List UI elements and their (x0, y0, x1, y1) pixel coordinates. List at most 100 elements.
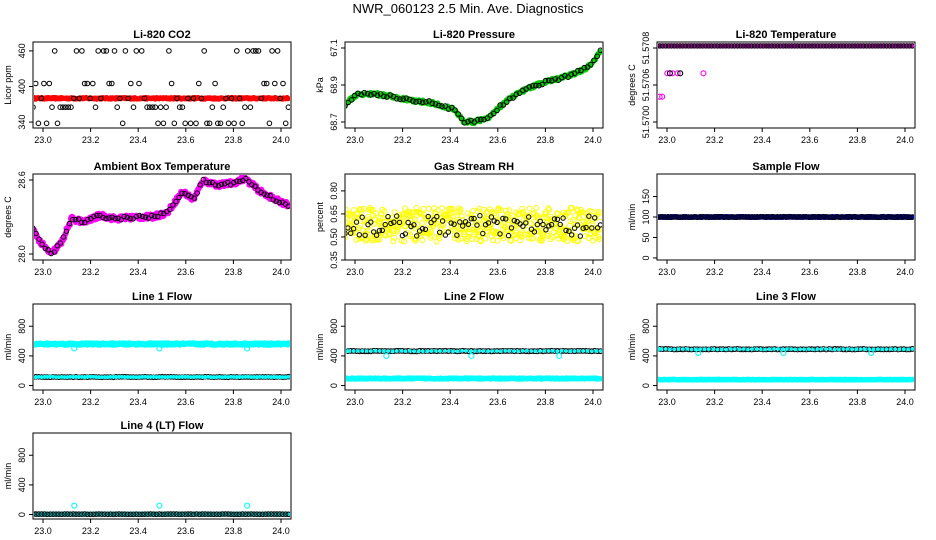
data-point (769, 213, 775, 220)
data-point (250, 48, 256, 54)
data-point (548, 222, 555, 228)
data-point (144, 104, 150, 110)
data-point (34, 511, 36, 517)
points (658, 213, 914, 221)
chart-title: Li-820 CO2 (133, 29, 190, 41)
y-tick-label: 100 (641, 209, 651, 224)
data-point (196, 511, 203, 518)
data-point (121, 213, 127, 220)
data-point (698, 347, 703, 351)
data-point (357, 222, 364, 229)
data-point (242, 511, 249, 518)
data-point (817, 43, 824, 49)
data-point (216, 511, 223, 518)
data-point (849, 214, 856, 220)
data-point (751, 43, 758, 49)
data-point (356, 232, 362, 238)
data-point (737, 347, 742, 352)
series-samples (658, 213, 914, 221)
y-axis-label: percent (315, 201, 325, 232)
data-point (282, 511, 289, 518)
data-point (554, 216, 561, 223)
data-point (884, 347, 889, 352)
data-point (212, 182, 219, 188)
data-point (505, 232, 512, 239)
data-point (407, 209, 414, 216)
data-point (285, 96, 290, 102)
data-point (445, 106, 452, 112)
data-point (895, 214, 901, 220)
data-point (139, 511, 145, 518)
data-point (239, 511, 246, 517)
data-point (731, 43, 738, 49)
data-point (414, 221, 421, 228)
data-point (806, 43, 812, 49)
y-tick-label: 0 (17, 512, 27, 517)
data-point (79, 511, 85, 518)
data-point (276, 199, 282, 206)
data-point (133, 213, 140, 220)
data-point (728, 214, 735, 220)
data-point (540, 221, 546, 228)
data-point (910, 347, 914, 351)
data-point (835, 214, 841, 220)
data-point (402, 223, 409, 230)
data-point (516, 349, 521, 354)
data-point (64, 511, 71, 517)
points (34, 340, 290, 381)
data-point (253, 48, 259, 54)
data-point (35, 120, 42, 127)
data-point (794, 43, 801, 49)
data-point (437, 229, 443, 236)
data-point (533, 82, 539, 89)
data-point (84, 511, 91, 518)
series-samples (346, 347, 602, 355)
data-point (413, 99, 419, 105)
outlier-point (658, 346, 661, 353)
data-point (883, 43, 890, 49)
data-point (481, 116, 487, 123)
data-point (267, 192, 273, 199)
data-point (863, 43, 870, 49)
data-point (256, 511, 263, 518)
data-point (449, 205, 456, 212)
data-point (93, 511, 99, 518)
data-point (589, 225, 595, 231)
data-point (197, 182, 203, 188)
data-point (855, 43, 861, 49)
data-point (529, 349, 534, 353)
data-point (677, 43, 683, 49)
data-point (72, 216, 79, 223)
y-tick-label: 0.80 (329, 182, 339, 200)
data-point (524, 348, 529, 353)
data-point (182, 511, 188, 518)
data-point (585, 349, 590, 353)
data-point (112, 215, 118, 222)
x-tick-label: 23.8 (225, 526, 243, 536)
data-point (34, 230, 39, 237)
series-avg-low (34, 374, 290, 380)
data-point (202, 511, 208, 517)
plot-frame (656, 303, 916, 391)
series-avg (346, 375, 602, 382)
data-point (691, 214, 698, 220)
data-point (783, 214, 789, 220)
data-point (379, 227, 385, 234)
data-point (754, 43, 761, 49)
data-point (34, 225, 36, 231)
data-point (163, 104, 169, 110)
data-point (681, 347, 685, 351)
data-point (740, 214, 746, 220)
y-axis-label: degrees C (627, 64, 637, 106)
data-point (442, 103, 449, 109)
data-point (461, 231, 468, 238)
x-tick-label: 23.8 (849, 267, 867, 277)
data-point (893, 347, 897, 352)
data-point (480, 230, 486, 237)
data-point (802, 347, 807, 352)
data-point (803, 214, 810, 220)
data-point (565, 74, 571, 80)
